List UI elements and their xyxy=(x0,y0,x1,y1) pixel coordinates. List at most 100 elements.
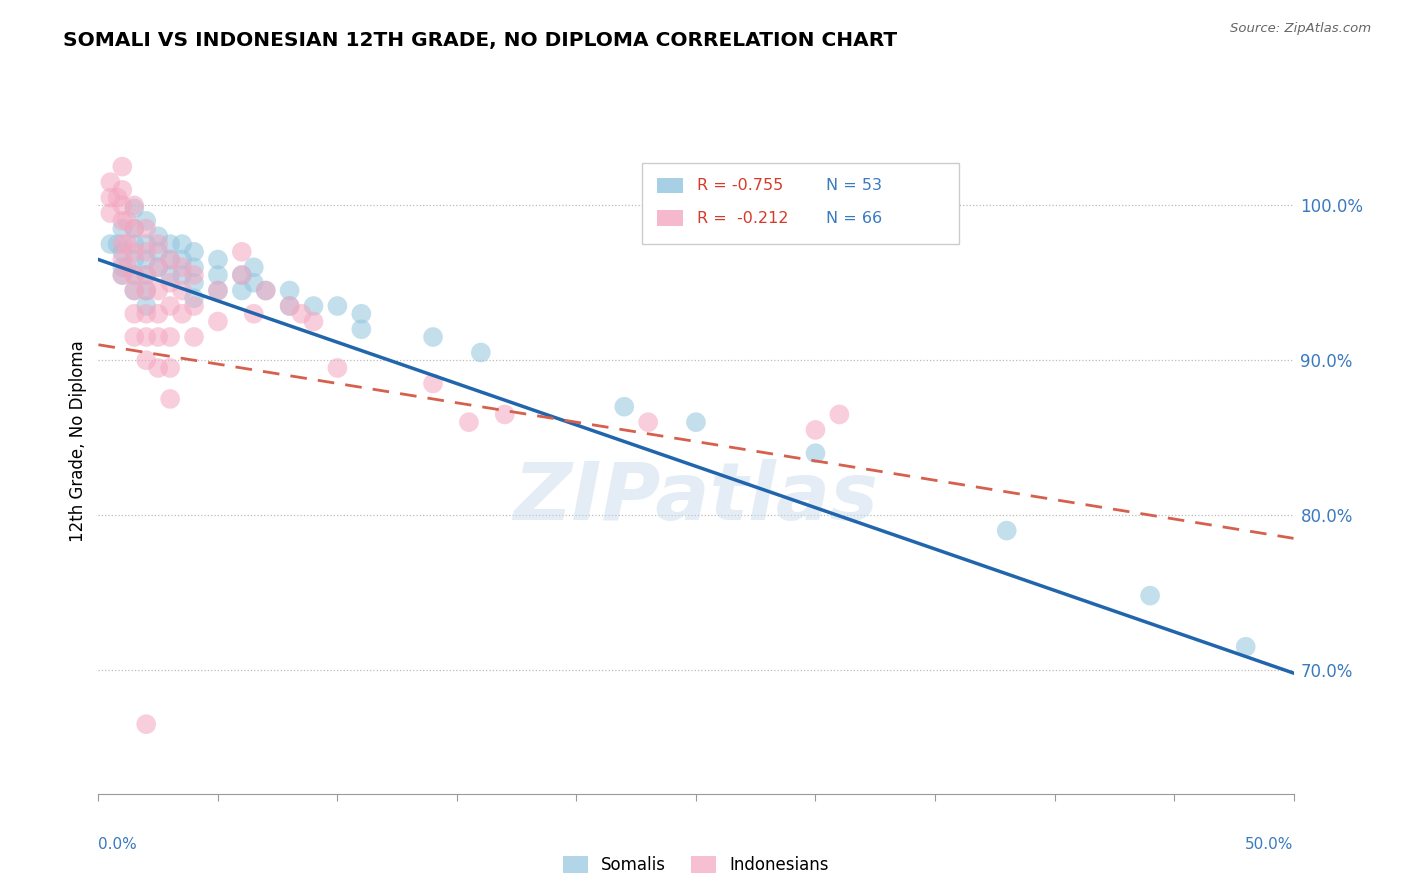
Point xyxy=(254,284,277,298)
Point xyxy=(135,268,157,282)
Point xyxy=(124,268,146,282)
Point xyxy=(124,330,146,344)
Text: R =  -0.212: R = -0.212 xyxy=(697,211,789,226)
Point xyxy=(135,307,157,321)
Point xyxy=(828,408,851,422)
Point xyxy=(124,198,146,212)
Point xyxy=(159,392,181,406)
Point xyxy=(350,307,373,321)
Point xyxy=(111,160,134,174)
Point xyxy=(231,244,253,259)
Point xyxy=(1234,640,1257,654)
Point xyxy=(422,330,444,344)
Point xyxy=(613,400,636,414)
Point xyxy=(159,299,181,313)
Point xyxy=(172,307,194,321)
Point xyxy=(159,268,181,282)
Point xyxy=(207,284,229,298)
Point xyxy=(111,237,134,252)
Point xyxy=(107,191,129,205)
Point xyxy=(172,268,194,282)
Point xyxy=(135,284,157,298)
Legend: Somalis, Indonesians: Somalis, Indonesians xyxy=(557,849,835,880)
Point xyxy=(124,268,146,282)
Point xyxy=(326,299,349,313)
Point xyxy=(98,237,122,252)
Point xyxy=(207,252,229,267)
Point xyxy=(111,221,134,235)
Point xyxy=(183,268,205,282)
Point xyxy=(243,276,266,290)
Point xyxy=(183,260,205,275)
Point xyxy=(148,260,170,275)
Point xyxy=(111,268,134,282)
Point xyxy=(207,314,229,328)
Point xyxy=(207,284,229,298)
Point xyxy=(98,175,122,189)
Point xyxy=(135,221,157,235)
Point xyxy=(302,299,325,313)
Point xyxy=(135,284,157,298)
Point xyxy=(135,330,157,344)
Point xyxy=(148,361,170,376)
Point xyxy=(124,221,146,235)
Point xyxy=(135,244,157,259)
Point xyxy=(159,330,181,344)
Point xyxy=(135,353,157,368)
Point xyxy=(111,244,134,259)
Point xyxy=(111,268,134,282)
Point xyxy=(124,202,146,216)
Point xyxy=(637,415,659,429)
Point xyxy=(124,307,146,321)
Point xyxy=(135,717,157,731)
Text: R = -0.755: R = -0.755 xyxy=(697,178,783,194)
Point xyxy=(148,237,170,252)
Point xyxy=(135,252,157,267)
Point xyxy=(243,307,266,321)
Point xyxy=(107,237,129,252)
Point xyxy=(183,291,205,305)
Point xyxy=(111,260,134,275)
Point xyxy=(124,244,146,259)
Point xyxy=(685,415,707,429)
Point xyxy=(458,415,481,429)
Point xyxy=(135,268,157,282)
Point xyxy=(159,361,181,376)
Point xyxy=(115,214,138,228)
Point xyxy=(124,284,146,298)
Text: N = 66: N = 66 xyxy=(827,211,883,226)
Point xyxy=(254,284,277,298)
Point xyxy=(98,191,122,205)
Point xyxy=(115,260,138,275)
Point xyxy=(124,237,146,252)
Point xyxy=(111,214,134,228)
Text: N = 53: N = 53 xyxy=(827,178,882,194)
Point xyxy=(148,284,170,298)
Text: ZIPatlas: ZIPatlas xyxy=(513,458,879,537)
Point xyxy=(1139,589,1161,603)
Point xyxy=(98,206,122,220)
Point xyxy=(231,284,253,298)
Text: Source: ZipAtlas.com: Source: ZipAtlas.com xyxy=(1230,22,1371,36)
Point xyxy=(148,229,170,244)
Point xyxy=(995,524,1018,538)
Point xyxy=(172,284,194,298)
Point xyxy=(494,408,516,422)
Text: 50.0%: 50.0% xyxy=(1246,837,1294,852)
Point xyxy=(159,252,181,267)
Point xyxy=(148,244,170,259)
Point xyxy=(135,214,157,228)
Point xyxy=(278,299,301,313)
Point xyxy=(172,252,194,267)
Point xyxy=(135,237,157,252)
Point xyxy=(804,446,827,460)
Bar xyxy=(657,211,683,226)
Point xyxy=(470,345,492,359)
Point xyxy=(207,268,229,282)
Point xyxy=(326,361,349,376)
Point xyxy=(350,322,373,336)
Point xyxy=(278,284,301,298)
Point xyxy=(148,307,170,321)
Point xyxy=(231,268,253,282)
Point xyxy=(172,260,194,275)
